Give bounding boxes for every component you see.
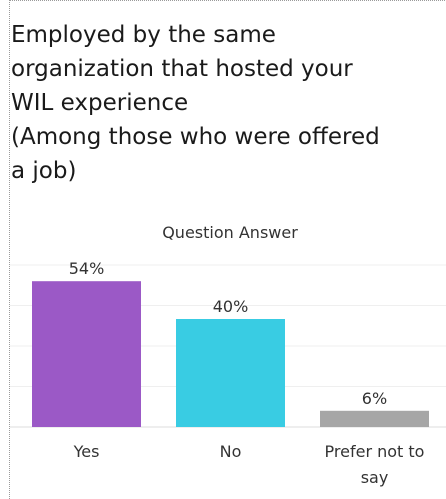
chart-title-line: organization that hosted your: [11, 56, 353, 82]
bar-prefer-not-to-say[interactable]: [320, 410, 429, 427]
column-header: Question Answer: [162, 223, 298, 242]
chart-title-line: (Among those who were offered: [11, 124, 380, 150]
value-label: 6%: [362, 389, 387, 408]
chart-title-line: WIL experience: [11, 90, 189, 116]
category-label: Yes: [73, 442, 100, 461]
category-label: Prefer not to say: [325, 442, 425, 487]
chart-frame: [9, 0, 445, 499]
category-labels: Yes No Prefer not to say: [73, 442, 425, 487]
bar-yes[interactable]: [32, 281, 141, 427]
value-labels: 54% 40% 6%: [69, 259, 387, 408]
category-label: No: [220, 442, 242, 461]
chart-title: Employed by the same organization that h…: [11, 18, 436, 188]
chart-title-line: a job): [11, 158, 77, 184]
bar-no[interactable]: [176, 319, 285, 427]
bars: [32, 281, 429, 427]
value-label: 54%: [69, 259, 105, 278]
value-label: 40%: [213, 297, 249, 316]
chart-title-line: Employed by the same: [11, 22, 276, 48]
